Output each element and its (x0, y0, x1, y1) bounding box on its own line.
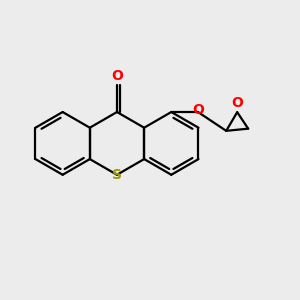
Text: S: S (112, 168, 122, 182)
Text: O: O (231, 95, 243, 110)
Text: O: O (111, 69, 123, 83)
Text: O: O (193, 103, 205, 117)
